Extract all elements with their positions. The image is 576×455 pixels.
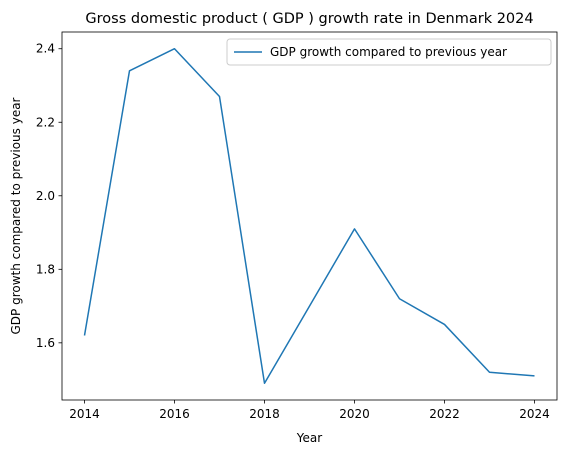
y-tick-label: 1.6 <box>36 336 55 350</box>
x-tick-label: 2014 <box>69 407 100 421</box>
plot-frame <box>61 31 558 401</box>
legend-entry-label: GDP growth compared to previous year <box>270 45 507 59</box>
x-tick-label: 2022 <box>429 407 460 421</box>
x-axis-ticks: 2014 2016 2018 2020 2022 2024 <box>69 400 550 421</box>
y-tick-label: 2.4 <box>36 42 55 56</box>
chart-title: Gross domestic product ( GDP ) growth ra… <box>85 11 533 27</box>
y-tick-label: 2.0 <box>36 189 55 203</box>
y-axis-ticks: 1.6 1.8 2.0 2.2 2.4 <box>36 42 62 350</box>
y-axis-label: GDP growth compared to previous year <box>9 97 23 334</box>
series-layer <box>83 47 535 385</box>
plot-area <box>61 31 558 401</box>
y-tick-label: 2.2 <box>36 115 55 129</box>
x-tick-label: 2024 <box>519 407 550 421</box>
x-tick-label: 2018 <box>249 407 280 421</box>
y-tick-label: 1.8 <box>36 262 55 276</box>
x-tick-label: 2016 <box>159 407 190 421</box>
legend-box <box>226 38 552 66</box>
x-tick-label: 2020 <box>339 407 370 421</box>
series-line <box>83 47 535 385</box>
x-axis-label: Year <box>296 431 322 445</box>
legend: GDP growth compared to previous year <box>226 38 552 66</box>
